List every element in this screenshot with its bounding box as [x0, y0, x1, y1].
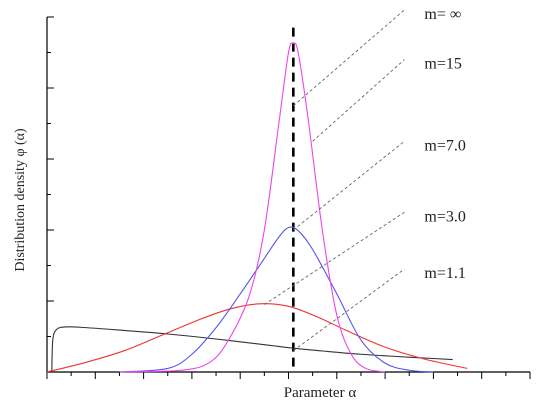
y-axis-label: Distribution density φ (α): [13, 128, 28, 272]
annotation-label: m=3.0: [424, 208, 465, 225]
annotation-leader-line: [293, 9, 405, 107]
annotation-label: m= ∞: [424, 6, 461, 23]
annotation-leader-line: [312, 59, 405, 142]
series-line-m-3-0: [46, 303, 468, 373]
series-line-m-15: [119, 42, 386, 373]
x-axis-label: Parameter α: [284, 385, 357, 401]
series-line-m-7-0: [119, 226, 434, 373]
annotation-label: m=1.1: [424, 265, 465, 282]
annotation-leader-line: [264, 211, 405, 305]
series-layer: [46, 42, 468, 373]
series-line-m-1-1: [51, 326, 453, 373]
annotation-leader-line: [293, 140, 405, 231]
annotation-layer: m= ∞ m=15 m=7.0 m=3.0 m=1.1: [264, 6, 466, 352]
annotation-label: m=7.0: [424, 137, 465, 154]
annotation-label: m=15: [424, 56, 461, 73]
annotation-leader-line: [293, 268, 405, 352]
